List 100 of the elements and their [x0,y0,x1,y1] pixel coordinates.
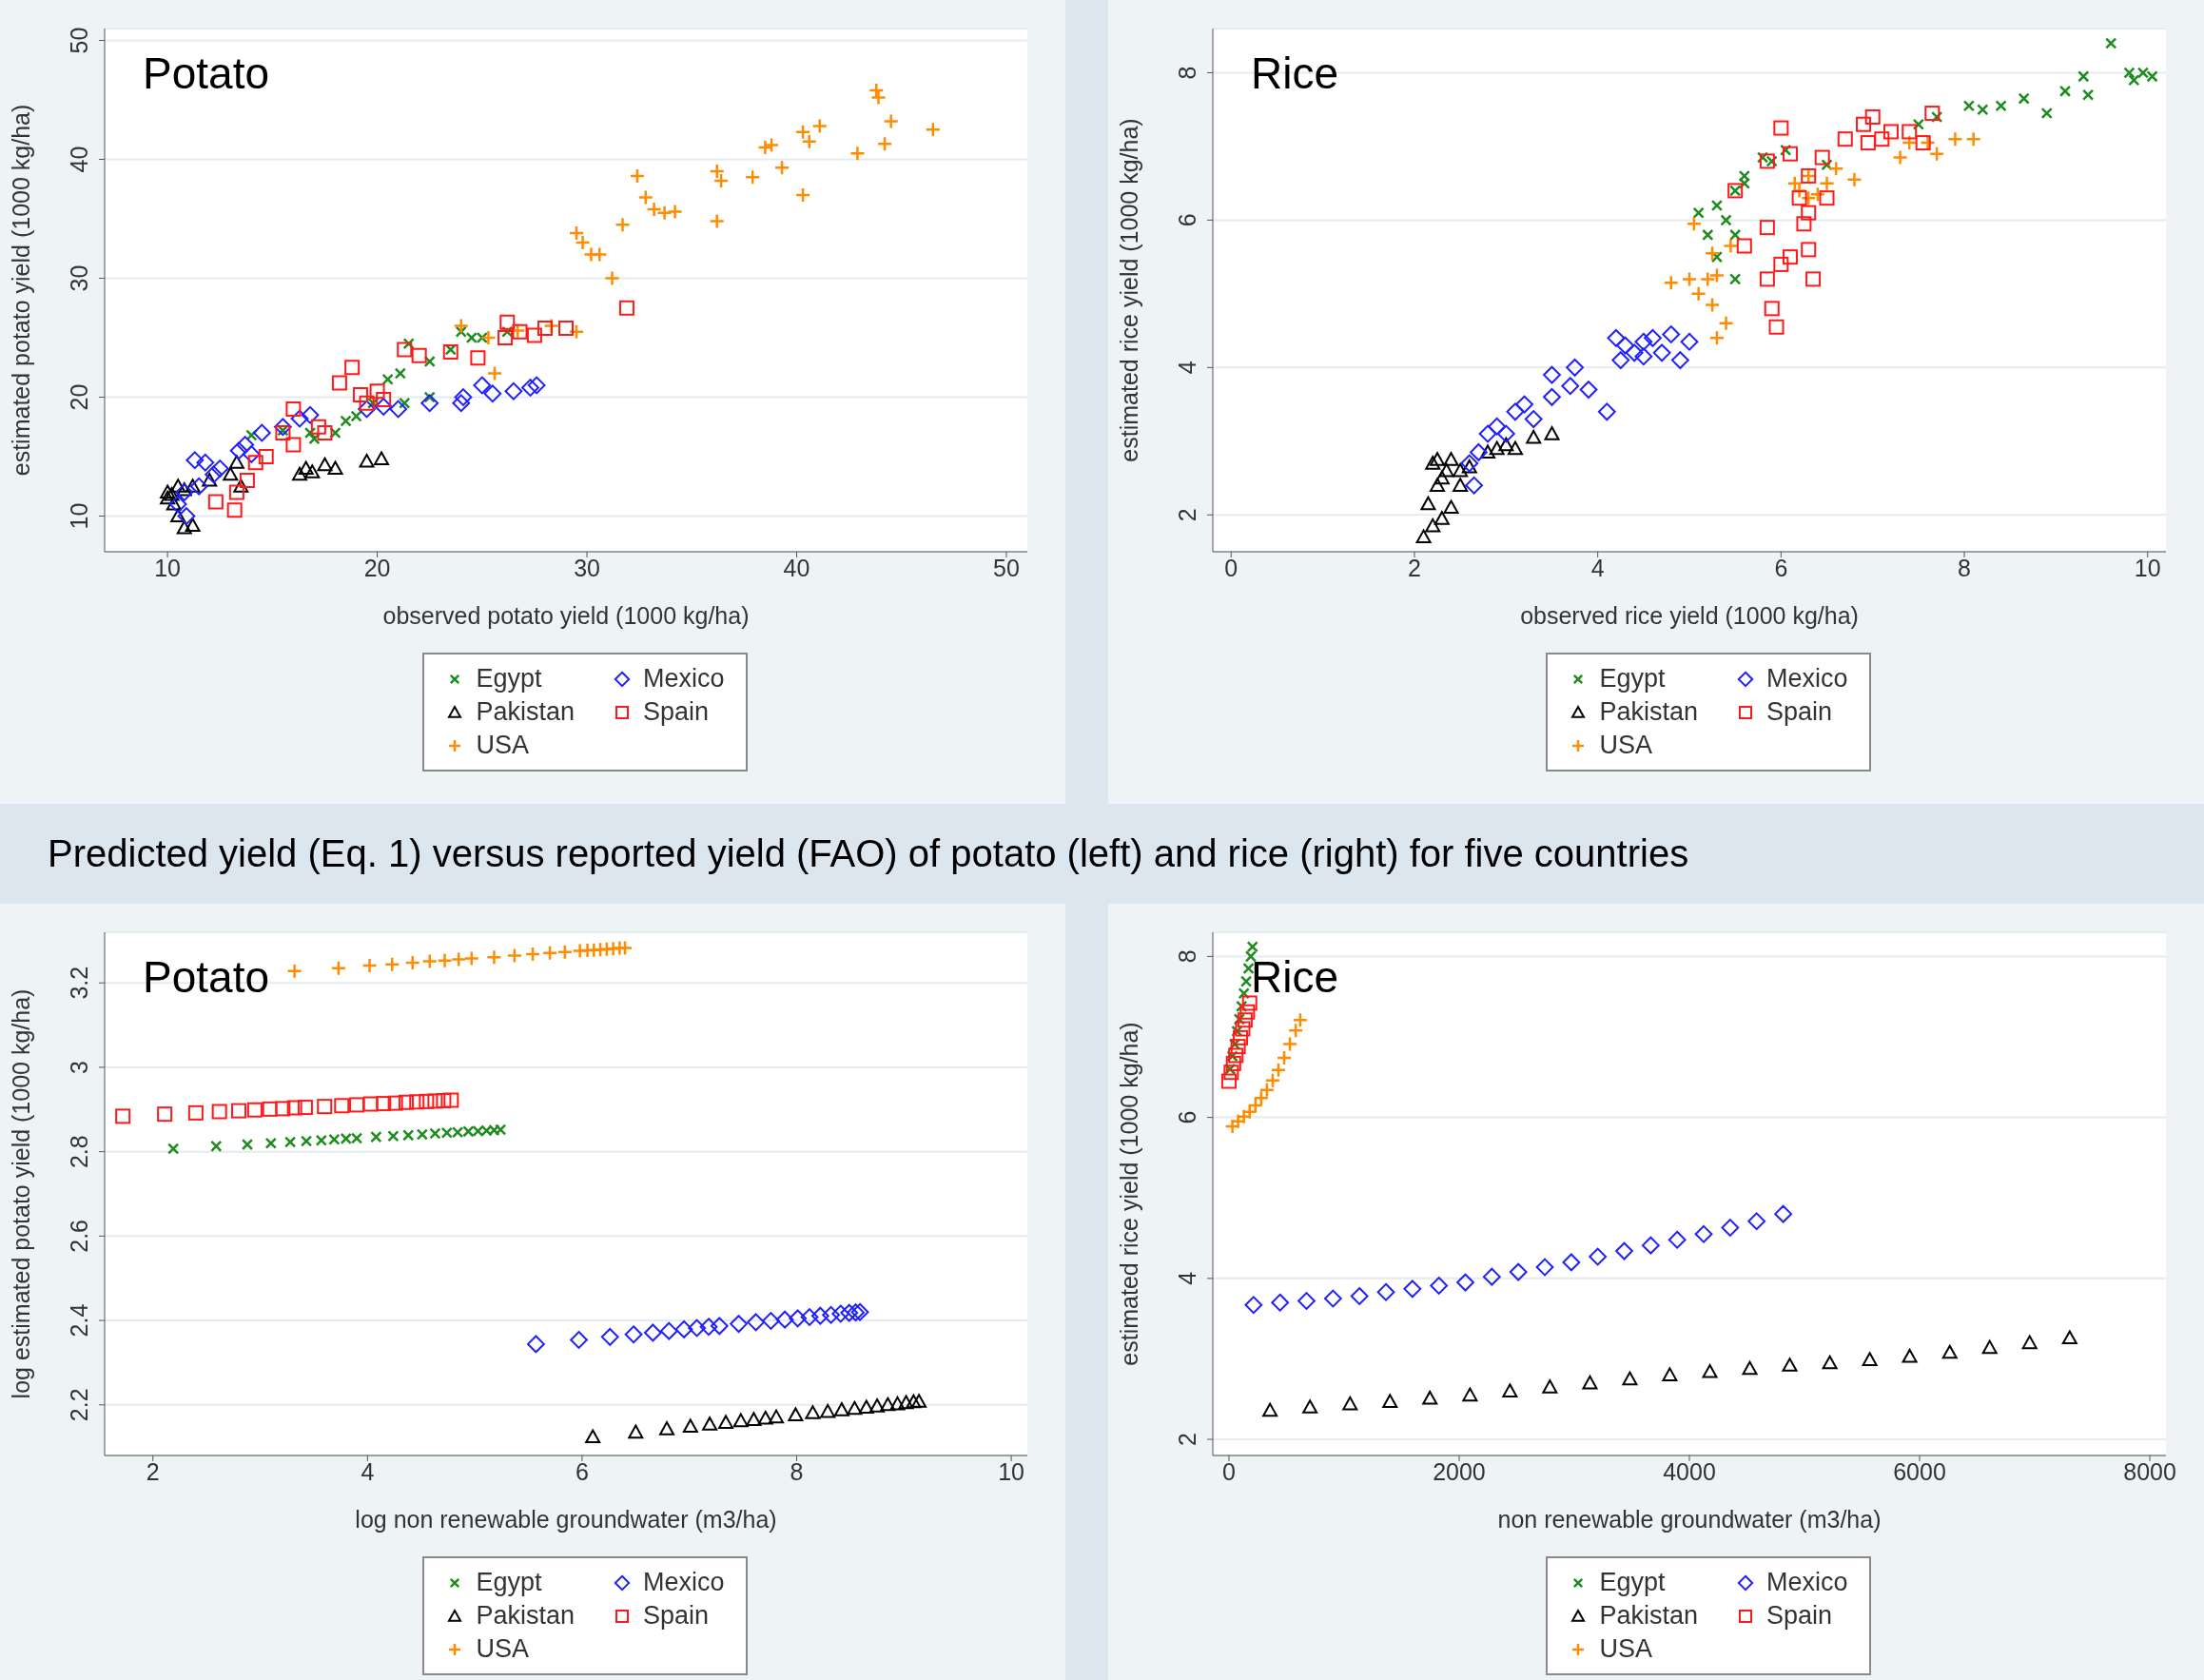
point [1704,297,1721,313]
point [1562,1253,1581,1272]
point [286,963,302,980]
point [1526,429,1542,444]
point [1420,496,1436,511]
x-tick-label: 8 [1958,554,1971,581]
point [1403,1280,1422,1299]
point [568,323,585,340]
point [536,321,553,336]
legend-label: Spain [1766,697,1833,727]
point [858,1399,874,1415]
point [1438,462,1454,478]
point [667,204,683,220]
point [1544,426,1560,440]
point [1542,1379,1558,1394]
point [1902,1348,1918,1363]
point [1422,1390,1438,1405]
x-tick-label: 2 [1408,554,1421,581]
point [454,388,473,406]
point [1710,250,1724,264]
point [1262,1402,1278,1417]
y-tick-label: 2.6 [66,1219,92,1253]
point [330,960,347,976]
legend-label: Pakistan [1599,697,1699,727]
x-axis-title: non renewable groundwater (m3/ha) [1497,1506,1882,1533]
point [207,494,224,510]
point [409,1094,425,1110]
x-tick-label: 10 [998,1457,1024,1485]
legend-label: Mexico [643,664,725,693]
point [614,217,631,233]
point [1535,1258,1554,1277]
text: Rice [1251,951,1339,1003]
point [1376,1282,1395,1301]
point [1465,476,1483,495]
point [349,1097,365,1113]
point [1694,1224,1713,1243]
x-tick-label: 4 [1590,554,1605,581]
y-tick-label: 40 [66,146,92,173]
legend-label: Spain [643,697,710,727]
point [170,479,186,493]
point [1801,205,1817,221]
point [688,1319,706,1338]
y-tick-label: 4 [1174,1271,1200,1285]
point [384,956,400,972]
point [1461,459,1477,474]
point [1616,336,1634,355]
point [1634,332,1653,351]
point [2128,74,2140,87]
point [1759,153,1775,169]
point [317,425,333,440]
point [465,331,478,344]
point [600,1327,619,1346]
point [419,1093,435,1109]
point [1456,1273,1474,1292]
point [239,473,255,488]
point [1506,402,1525,421]
x-tick-label: 8 [790,1457,804,1485]
y-tick-label: 4 [1174,361,1200,375]
point [1860,135,1876,151]
point [1686,216,1703,232]
point [1253,1090,1270,1106]
point [361,957,378,974]
point [820,1403,836,1418]
point [1270,1062,1287,1078]
y-tick-label: 2 [1174,1433,1200,1447]
point [230,1103,246,1119]
point [1729,228,1742,242]
point [1668,1230,1687,1249]
point [876,136,893,152]
point [304,464,321,479]
point [359,395,375,411]
point [402,1129,415,1142]
point [1747,1212,1766,1231]
point [911,1394,927,1408]
point [1434,511,1450,525]
point [1892,149,1908,166]
point [440,1126,453,1139]
legend-label: Spain [643,1601,710,1631]
y-tick-label: 2.2 [66,1388,92,1422]
point [1281,1036,1298,1052]
point [744,169,761,186]
point [1846,171,1863,188]
point [656,205,673,221]
x-tick-label: 0 [1221,1457,1236,1485]
point [2040,107,2053,120]
point [1801,242,1817,258]
point [1430,452,1446,466]
point [1773,120,1789,136]
point [273,418,292,437]
point [2136,67,2150,79]
point [185,518,201,533]
point [376,392,392,407]
point [185,479,201,493]
point [453,318,470,334]
point [473,376,492,395]
point [1425,518,1441,533]
point [789,1309,808,1328]
point [462,1125,475,1138]
point [258,449,274,464]
legend-label: Mexico [643,1568,725,1597]
